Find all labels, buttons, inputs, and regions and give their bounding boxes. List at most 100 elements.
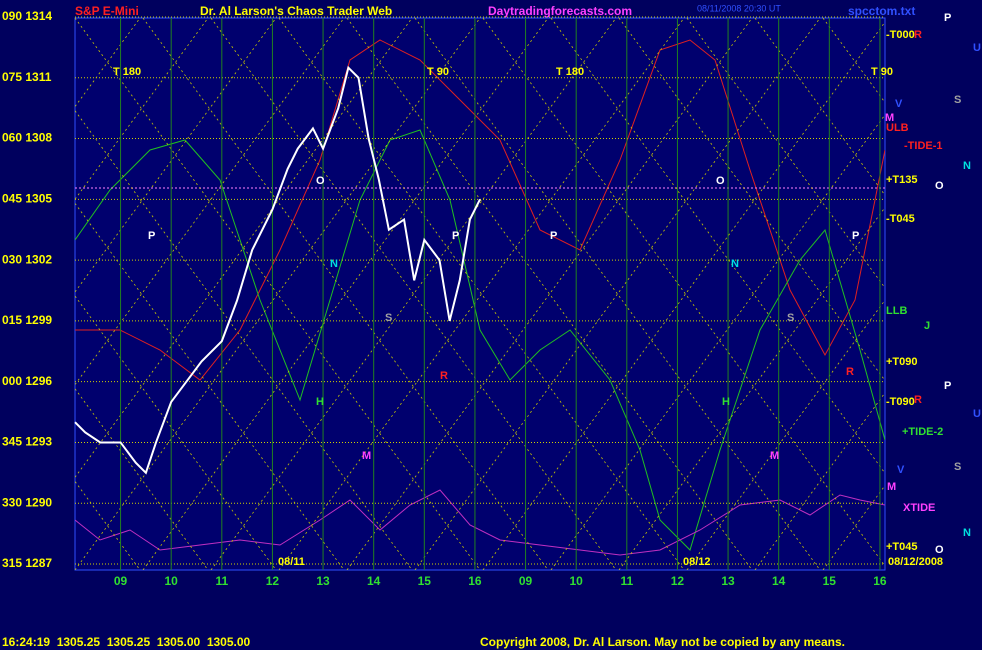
x-tick-label: 09 (519, 574, 533, 588)
annotation: R (846, 366, 854, 378)
diagonal-line (75, 18, 345, 386)
x-tick-label: 14 (772, 574, 786, 588)
y-tick-label: 315 1287 (2, 556, 52, 570)
annotation: N (963, 160, 971, 172)
y-tick-label: 345 1293 (2, 435, 52, 449)
annotation: R (914, 394, 922, 406)
annotation: -TIDE-1 (904, 140, 943, 152)
annotation: M (770, 450, 779, 462)
annotation: P (944, 380, 951, 392)
annotation: 08/11 (278, 556, 305, 568)
annotation: +T135 (886, 174, 918, 186)
annotation: P (852, 230, 859, 242)
x-tick-label: 10 (165, 574, 179, 588)
annotation: S (787, 312, 794, 324)
cycle-lines (0, 18, 982, 570)
x-tick-label: 12 (671, 574, 685, 588)
magenta-cycle (75, 489, 885, 556)
annotation: M (885, 112, 894, 124)
diagonal-line (75, 18, 277, 293)
green-cycle (75, 129, 885, 551)
diagonal-line (75, 202, 345, 570)
x-tick-label: 15 (418, 574, 432, 588)
diagonal-line (0, 18, 72, 570)
annotation: U (973, 408, 981, 420)
diagonal-line (959, 18, 982, 570)
annotation: +T045 (886, 541, 918, 553)
y-tick-label: 045 1305 (2, 192, 52, 206)
diagonal-line (414, 18, 821, 570)
annotation: V (895, 98, 903, 110)
diagonal-line (482, 18, 885, 567)
diagonal-line (75, 295, 277, 570)
annotation: R (440, 370, 448, 382)
diagonal-line (0, 18, 72, 570)
diagonal-line (414, 18, 821, 570)
y-tick-label: 090 1314 (2, 9, 52, 23)
annotation: J (924, 320, 930, 332)
x-tick-label: 15 (823, 574, 837, 588)
diagonal-line (210, 18, 617, 570)
annotation: ULB (886, 122, 909, 134)
annotation: +T090 (886, 356, 918, 368)
annotation: P (148, 230, 155, 242)
diagonal-line (278, 18, 685, 570)
diagonal-line (891, 18, 982, 570)
diagonal-line (210, 18, 617, 570)
diagonal-line (891, 18, 982, 570)
annotation: P (944, 12, 951, 24)
annotation: -T045 (886, 213, 915, 225)
symbol: S&P E-Mini (75, 4, 139, 18)
annotation: N (731, 258, 739, 270)
y-tick-label: 000 1296 (2, 374, 52, 388)
annotation: S (385, 312, 392, 324)
x-tick-label: 09 (114, 574, 128, 588)
diagonal-line (346, 18, 753, 570)
x-tick-label: 14 (367, 574, 381, 588)
x-tick-label: 10 (570, 574, 584, 588)
annotation: S (954, 94, 961, 106)
x-tick-label: 13 (721, 574, 735, 588)
annotation: 08/12 (683, 556, 711, 568)
annotation: XTIDE (903, 502, 935, 514)
chart-title: Dr. Al Larson's Chaos Trader Web (200, 4, 392, 18)
annotation: P (452, 230, 459, 242)
annotation: H (722, 396, 730, 408)
annotation: M (887, 481, 896, 493)
diagonal-line (142, 18, 549, 570)
annotation: O (935, 544, 944, 556)
y-tick-label: 030 1302 (2, 252, 52, 266)
annotation: LLB (886, 305, 907, 317)
timestamp: 08/11/2008 20:30 UT (697, 3, 781, 13)
diagonal-line (75, 388, 209, 570)
website: Daytradingforecasts.com (488, 4, 632, 18)
annotation: M (362, 450, 371, 462)
annotation: S (954, 461, 961, 473)
diagonal-line (482, 21, 885, 570)
diagonal-line (142, 18, 549, 570)
annotation: H (316, 396, 324, 408)
annotation: -T090 (886, 396, 915, 408)
y-tick-label: 060 1308 (2, 131, 52, 145)
annotation: T 180 (556, 66, 584, 78)
x-tick-label: 11 (215, 574, 228, 588)
annotation: O (716, 175, 725, 187)
quote: 16:24:19 1305.25 1305.25 1305.00 1305.00 (2, 635, 251, 649)
annotation: N (963, 527, 971, 539)
annotation: V (897, 464, 905, 476)
annotation: -T000 (886, 29, 915, 41)
annotation: O (316, 175, 325, 187)
annotation: U (973, 42, 981, 54)
diagonal-line (75, 18, 209, 200)
diagonal-line (75, 18, 481, 570)
x-tick-label: 13 (316, 574, 330, 588)
x-tick-label: 16 (873, 574, 887, 588)
copyright: Copyright 2008, Dr. Al Larson. May not b… (480, 635, 845, 649)
x-tick-label: 16 (468, 574, 482, 588)
x-tick-label: 11 (620, 574, 633, 588)
price-line (74, 65, 481, 475)
x-tick-label: 12 (266, 574, 280, 588)
y-tick-label: 330 1290 (2, 495, 52, 509)
diagonal-line (959, 18, 982, 570)
